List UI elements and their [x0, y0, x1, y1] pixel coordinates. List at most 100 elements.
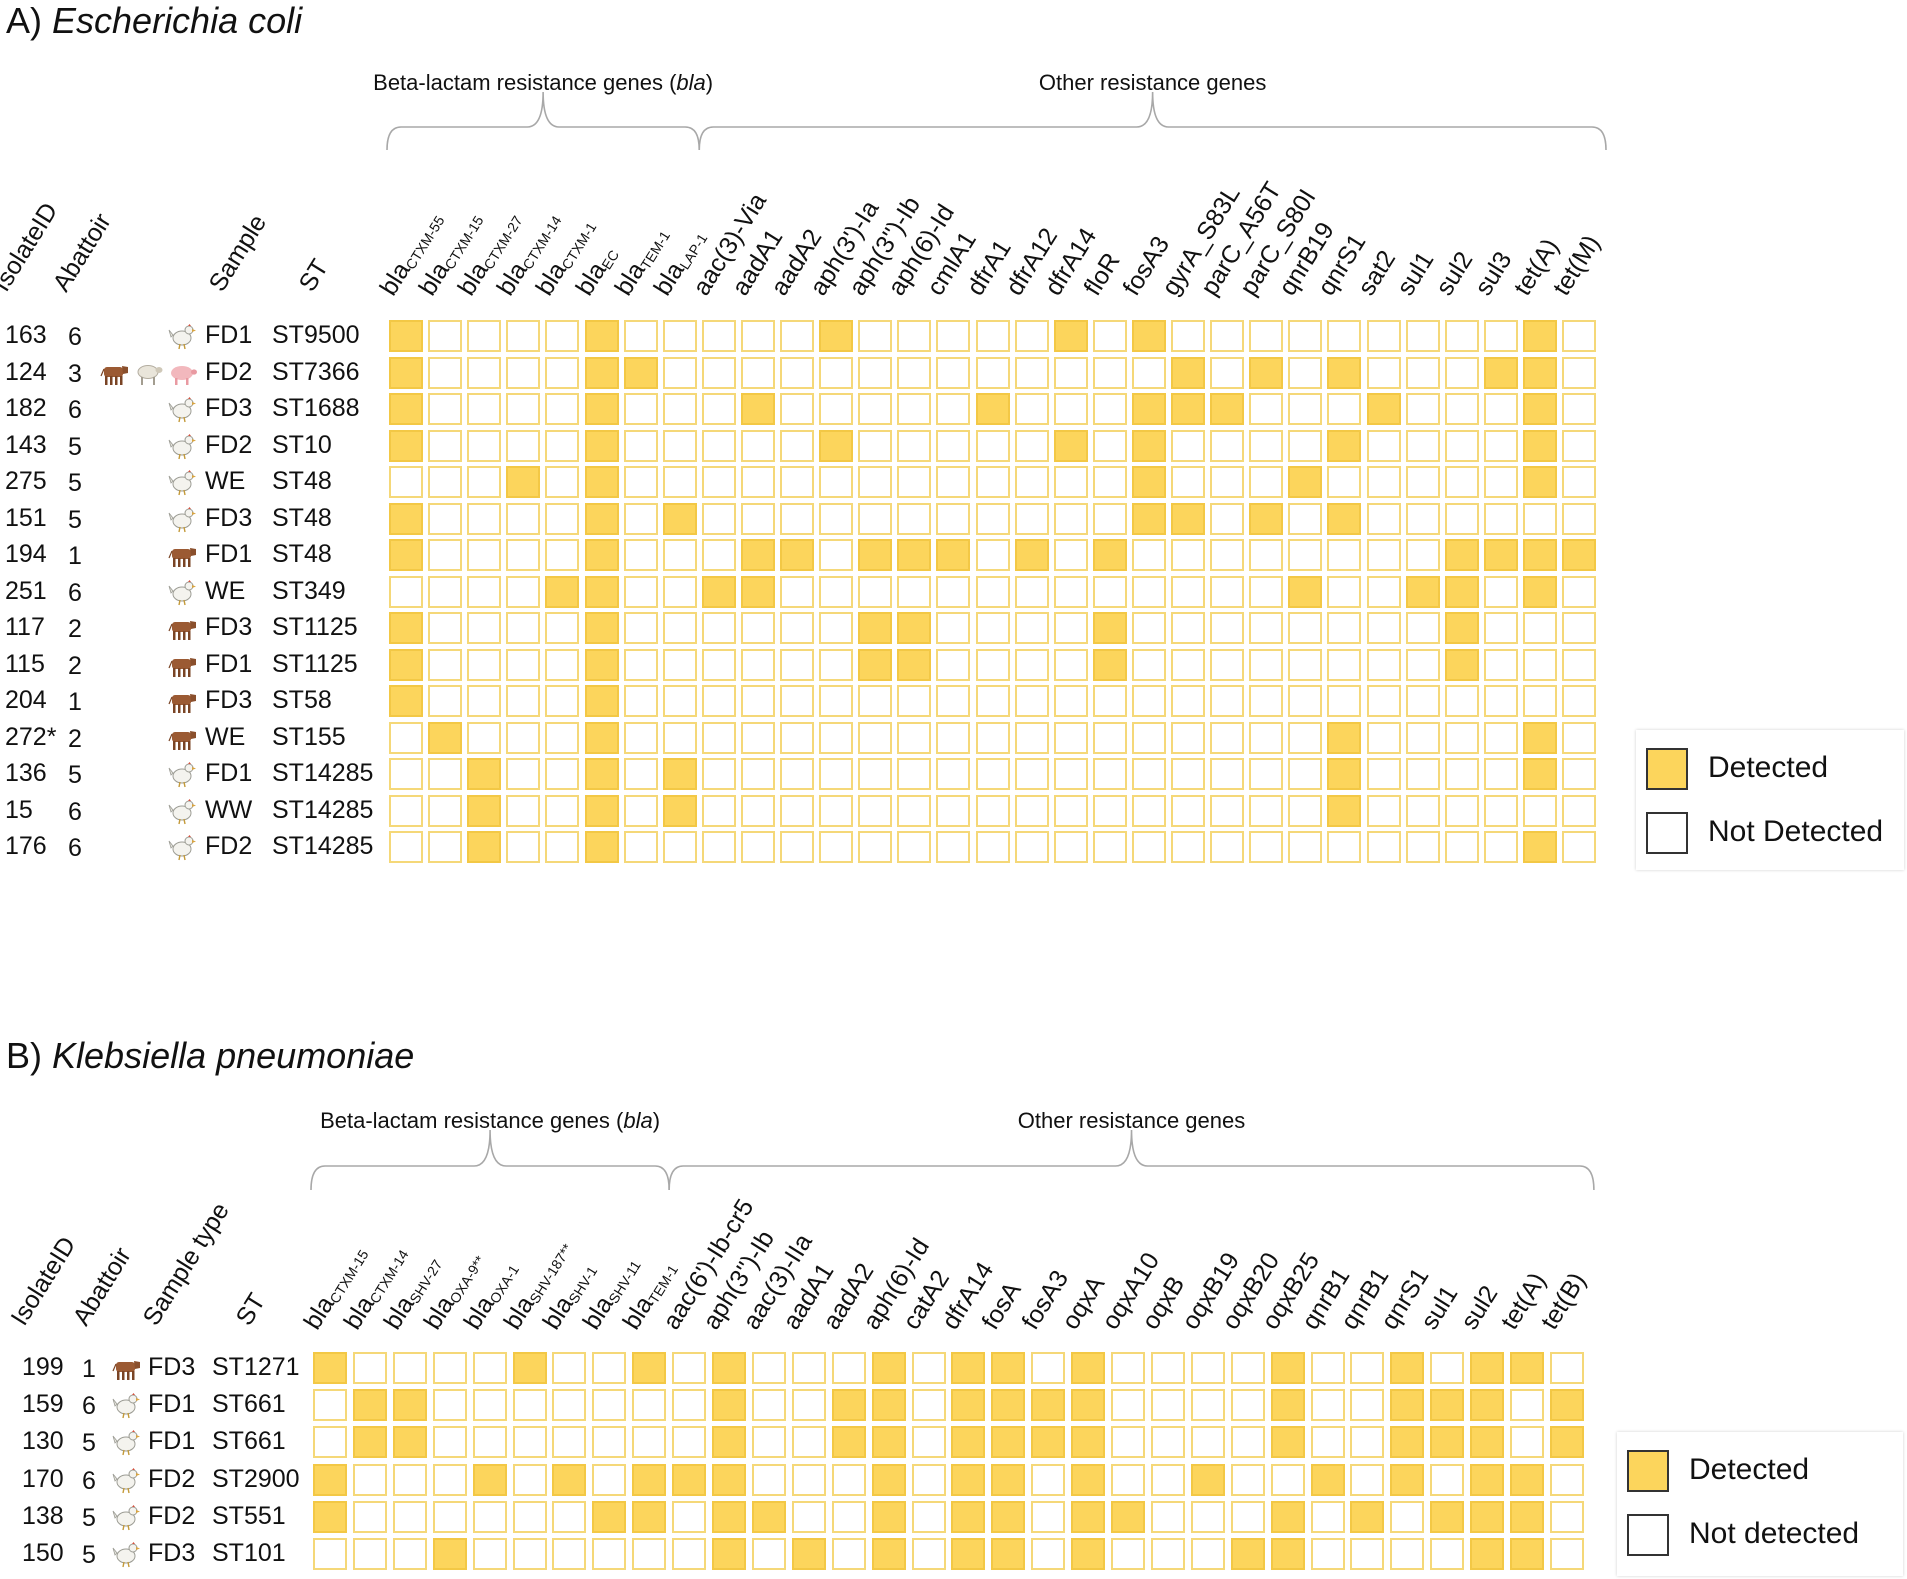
cell-detected [831, 1426, 866, 1459]
sample-value: FD2 [148, 1464, 196, 1493]
cell-not-detected [545, 539, 580, 571]
cell-not-detected [1405, 320, 1440, 352]
cell-not-detected [791, 1500, 826, 1533]
cell-not-detected [1405, 502, 1440, 535]
st-value: ST48 [272, 540, 332, 568]
panel-title-species: Escherichia coli [52, 0, 303, 41]
cell-detected [858, 612, 893, 644]
cell-not-detected [389, 575, 423, 608]
cell-not-detected [545, 648, 580, 681]
cell-not-detected [975, 502, 1010, 535]
cell-not-detected [740, 612, 775, 644]
isolate-id: 15 [5, 795, 33, 824]
cell-detected [1327, 721, 1362, 754]
cell-not-detected [1210, 429, 1245, 462]
cell-not-detected [623, 575, 658, 608]
cell-not-detected [975, 539, 1010, 571]
sample-value: FD1 [205, 649, 253, 678]
cell-detected [1071, 1500, 1106, 1533]
column-header-st: ST [230, 1288, 272, 1331]
cell-not-detected [1031, 1500, 1066, 1533]
cell-not-detected [389, 794, 423, 827]
cell-not-detected [701, 612, 736, 644]
cell-detected [1444, 648, 1479, 681]
cell-detected [1510, 1352, 1544, 1384]
cell-not-detected [911, 1538, 946, 1570]
abattoir-value: 6 [68, 396, 82, 424]
cell-detected [1327, 758, 1362, 790]
cell-not-detected [545, 502, 580, 535]
cell-not-detected [1249, 320, 1284, 352]
bla-group-label: Beta-lactam resistance genes (bla) [373, 70, 713, 96]
gene-header-base: sul3 [1469, 246, 1518, 301]
cell-not-detected [1171, 758, 1205, 790]
cell-not-detected [1366, 320, 1401, 352]
cell-not-detected [1031, 1538, 1066, 1570]
cell-not-detected [1171, 685, 1205, 717]
cell-not-detected [552, 1426, 587, 1459]
cell-detected [467, 794, 502, 827]
cell-not-detected [936, 685, 971, 717]
cell-detected [584, 393, 619, 425]
cell-not-detected [467, 320, 502, 352]
cell-not-detected [1230, 1426, 1265, 1459]
isolate-id: 199 [22, 1353, 64, 1381]
cell-not-detected [780, 466, 814, 498]
cell-not-detected [512, 1500, 547, 1533]
cell-detected [780, 539, 814, 571]
cell-not-detected [1483, 794, 1518, 827]
abattoir-value: 1 [68, 688, 82, 716]
cell-not-detected [428, 466, 463, 498]
cell-detected [1522, 758, 1557, 790]
cell-not-detected [672, 1538, 707, 1570]
cell-not-detected [1366, 794, 1401, 827]
cell-not-detected [1249, 648, 1284, 681]
isolate-id: 176 [5, 832, 47, 860]
sample-value: FD1 [205, 321, 253, 349]
cell-not-detected [1327, 831, 1362, 863]
bla-group-label: Beta-lactam resistance genes (bla) [320, 1108, 660, 1134]
abattoir-value: 6 [82, 1466, 96, 1495]
cell-detected [1390, 1426, 1425, 1459]
cell-not-detected [623, 612, 658, 644]
cell-not-detected [1210, 539, 1245, 571]
cell-not-detected [1249, 466, 1284, 498]
cell-detected [389, 685, 423, 717]
cell-not-detected [1483, 721, 1518, 754]
cell-detected [1270, 1538, 1305, 1570]
cell-not-detected [632, 1538, 667, 1570]
cell-not-detected [1288, 502, 1323, 535]
legend-not-detected-label: Not detected [1689, 1517, 1860, 1550]
cell-not-detected [467, 356, 502, 389]
sample-value: FD3 [205, 613, 253, 641]
cell-detected [584, 502, 619, 535]
cell-not-detected [428, 648, 463, 681]
cell-not-detected [1310, 1389, 1345, 1422]
cell-detected [389, 320, 423, 352]
cell-not-detected [819, 794, 854, 827]
cell-not-detected [1366, 575, 1401, 608]
isolate-id: 138 [22, 1501, 64, 1530]
legend-not-detected-swatch [1646, 812, 1688, 854]
cell-not-detected [897, 320, 932, 352]
cell-detected [1270, 1389, 1305, 1422]
cell-detected [1470, 1389, 1505, 1422]
cell-detected [512, 1352, 547, 1384]
cell-detected [1350, 1500, 1385, 1533]
cell-detected [472, 1463, 507, 1496]
cell-not-detected [1210, 794, 1245, 827]
cell-not-detected [512, 1538, 547, 1570]
cell-not-detected [1510, 1426, 1544, 1459]
cell-not-detected [897, 502, 932, 535]
cell-detected [389, 393, 423, 425]
cell-not-detected [1430, 1463, 1465, 1496]
cell-not-detected [701, 356, 736, 389]
cell-not-detected [819, 466, 854, 498]
cell-not-detected [662, 466, 697, 498]
cell-not-detected [740, 320, 775, 352]
cell-not-detected [751, 1538, 786, 1570]
cell-not-detected [1190, 1538, 1225, 1570]
cell-not-detected [1053, 612, 1088, 644]
cell-not-detected [1327, 612, 1362, 644]
cell-not-detected [467, 429, 502, 462]
